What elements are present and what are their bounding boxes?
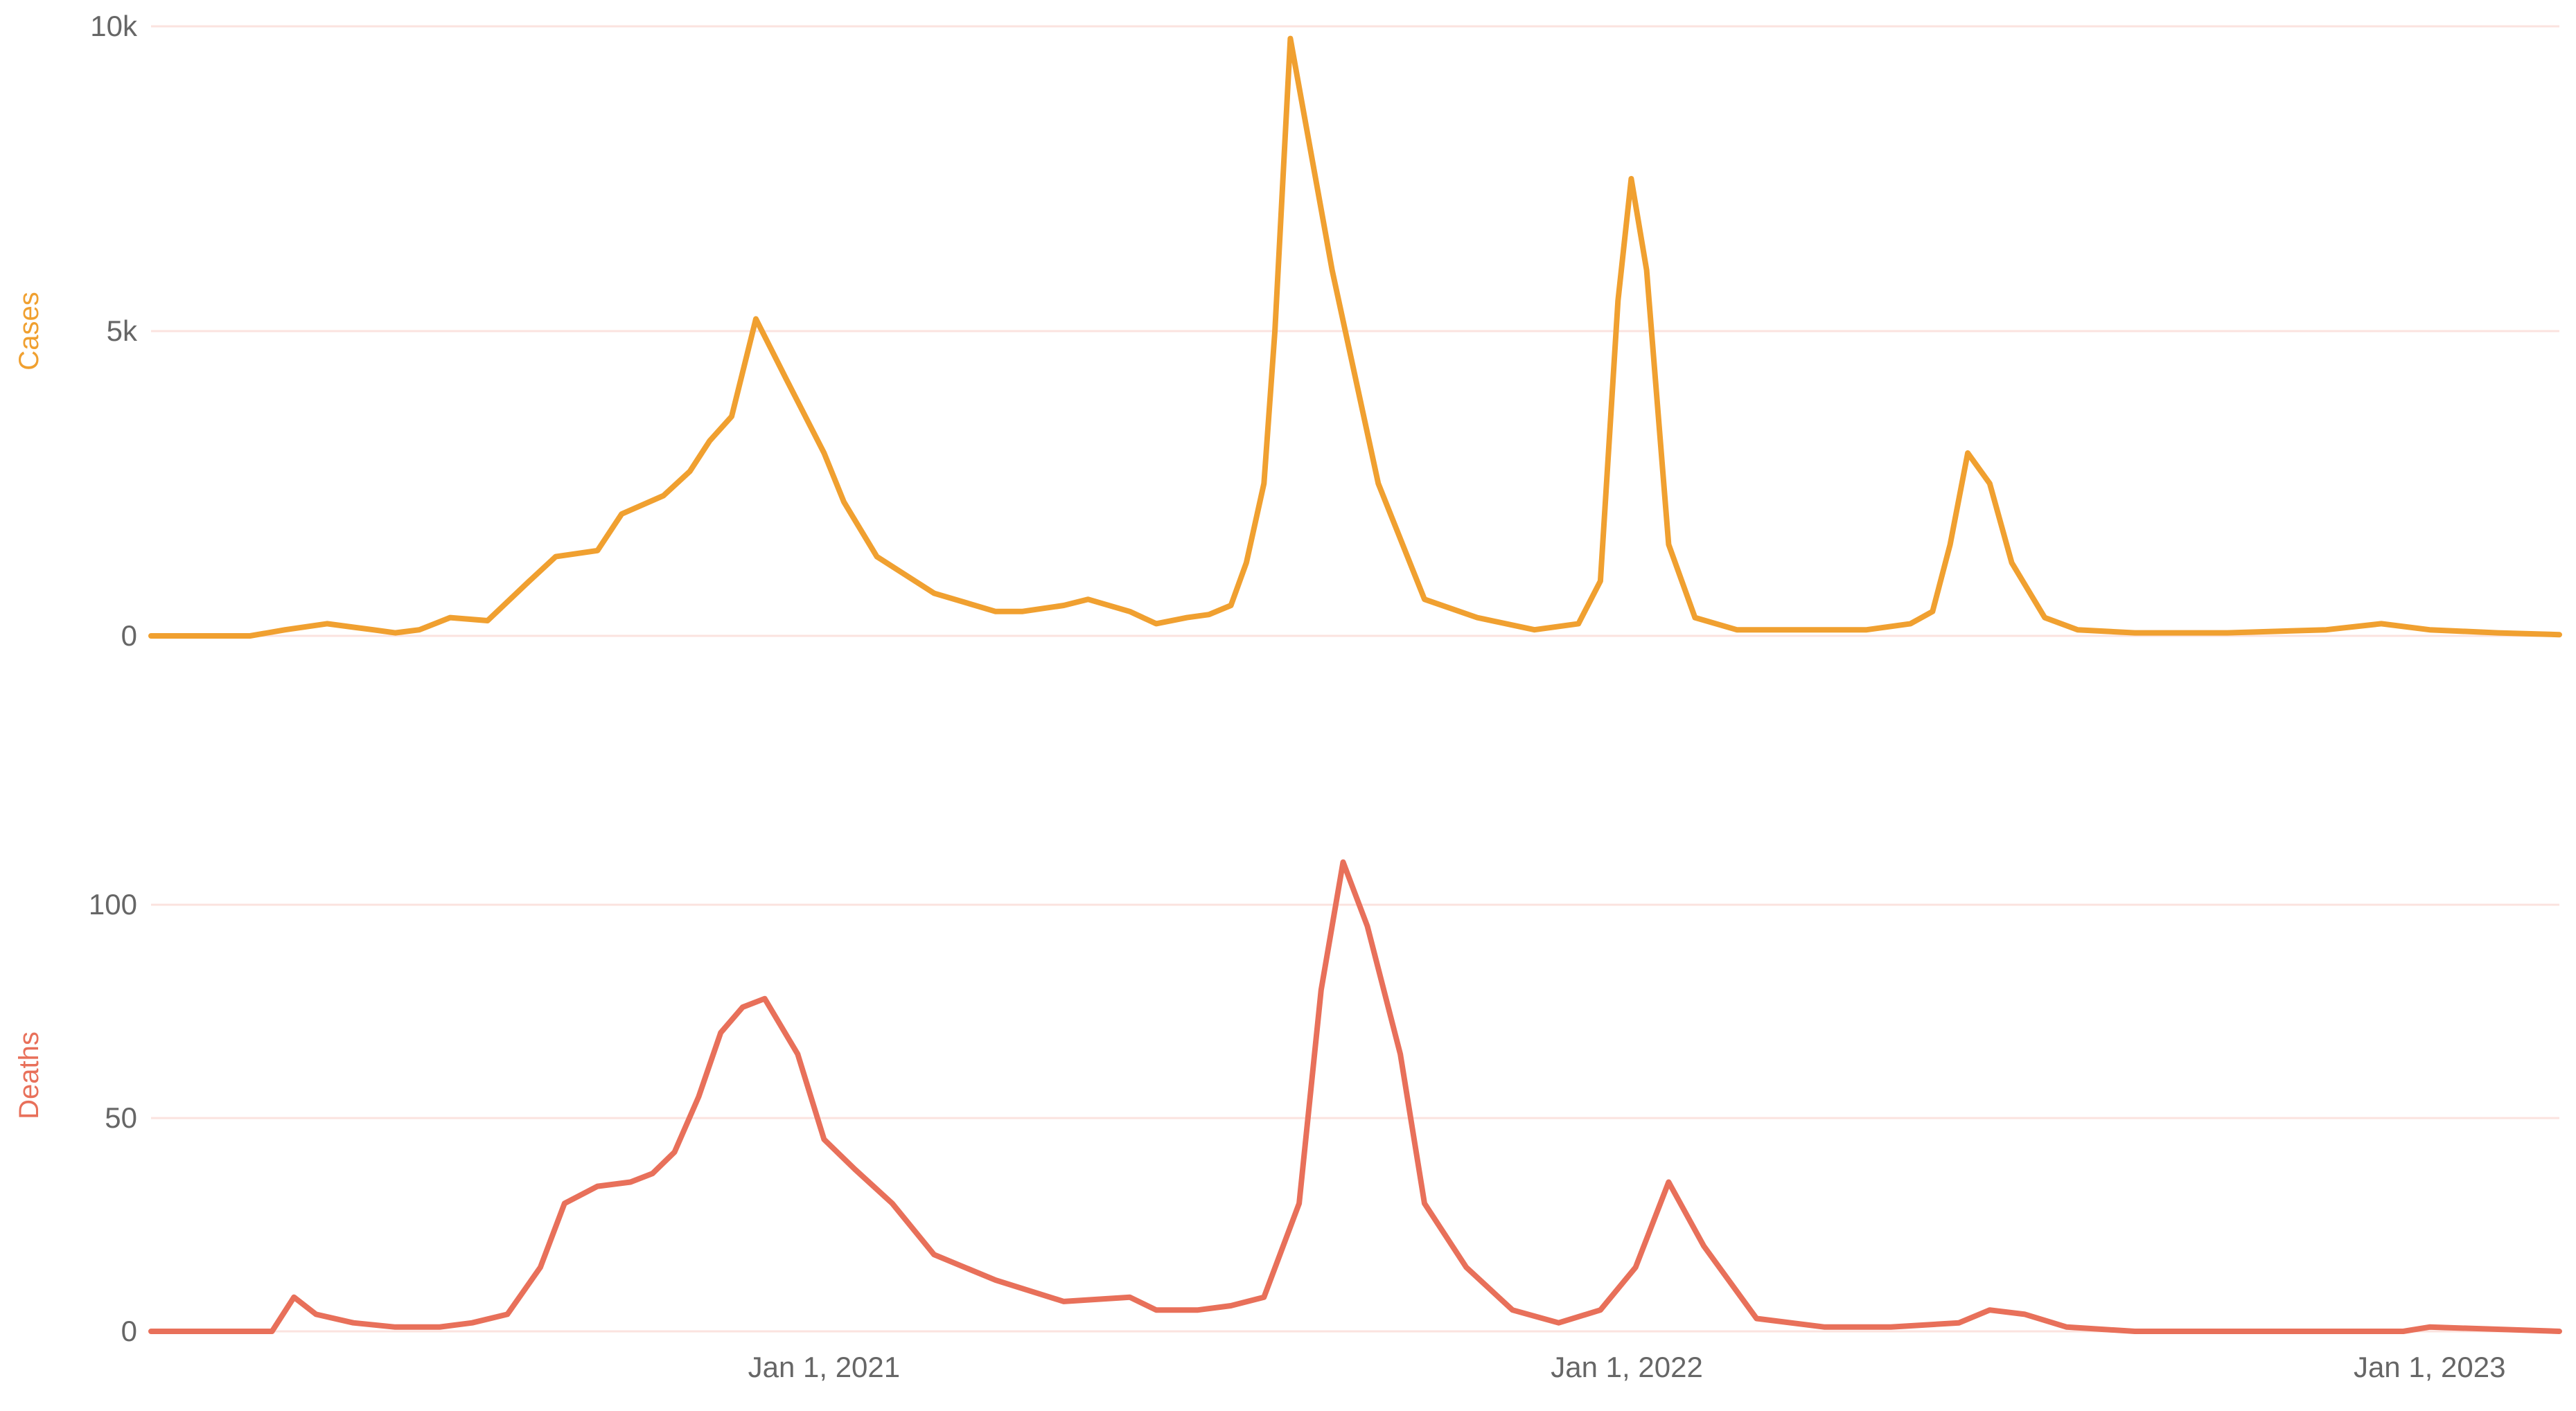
x-tick-label: Jan 1, 2023 [2354, 1351, 2506, 1383]
y-tick-label: 0 [121, 1315, 137, 1347]
y-axis-title: Deaths [14, 1031, 44, 1119]
y-tick-label: 0 [121, 619, 137, 652]
x-tick-label: Jan 1, 2022 [1551, 1351, 1703, 1383]
y-tick-label: 50 [105, 1101, 137, 1134]
y-axis-title: Cases [14, 292, 44, 370]
y-tick-label: 10k [90, 10, 138, 42]
series-line [148, 35, 2562, 639]
series-line [148, 859, 2562, 1334]
x-tick-label: Jan 1, 2021 [748, 1351, 901, 1383]
y-tick-label: 5k [107, 314, 138, 347]
y-tick-label: 100 [89, 888, 137, 921]
